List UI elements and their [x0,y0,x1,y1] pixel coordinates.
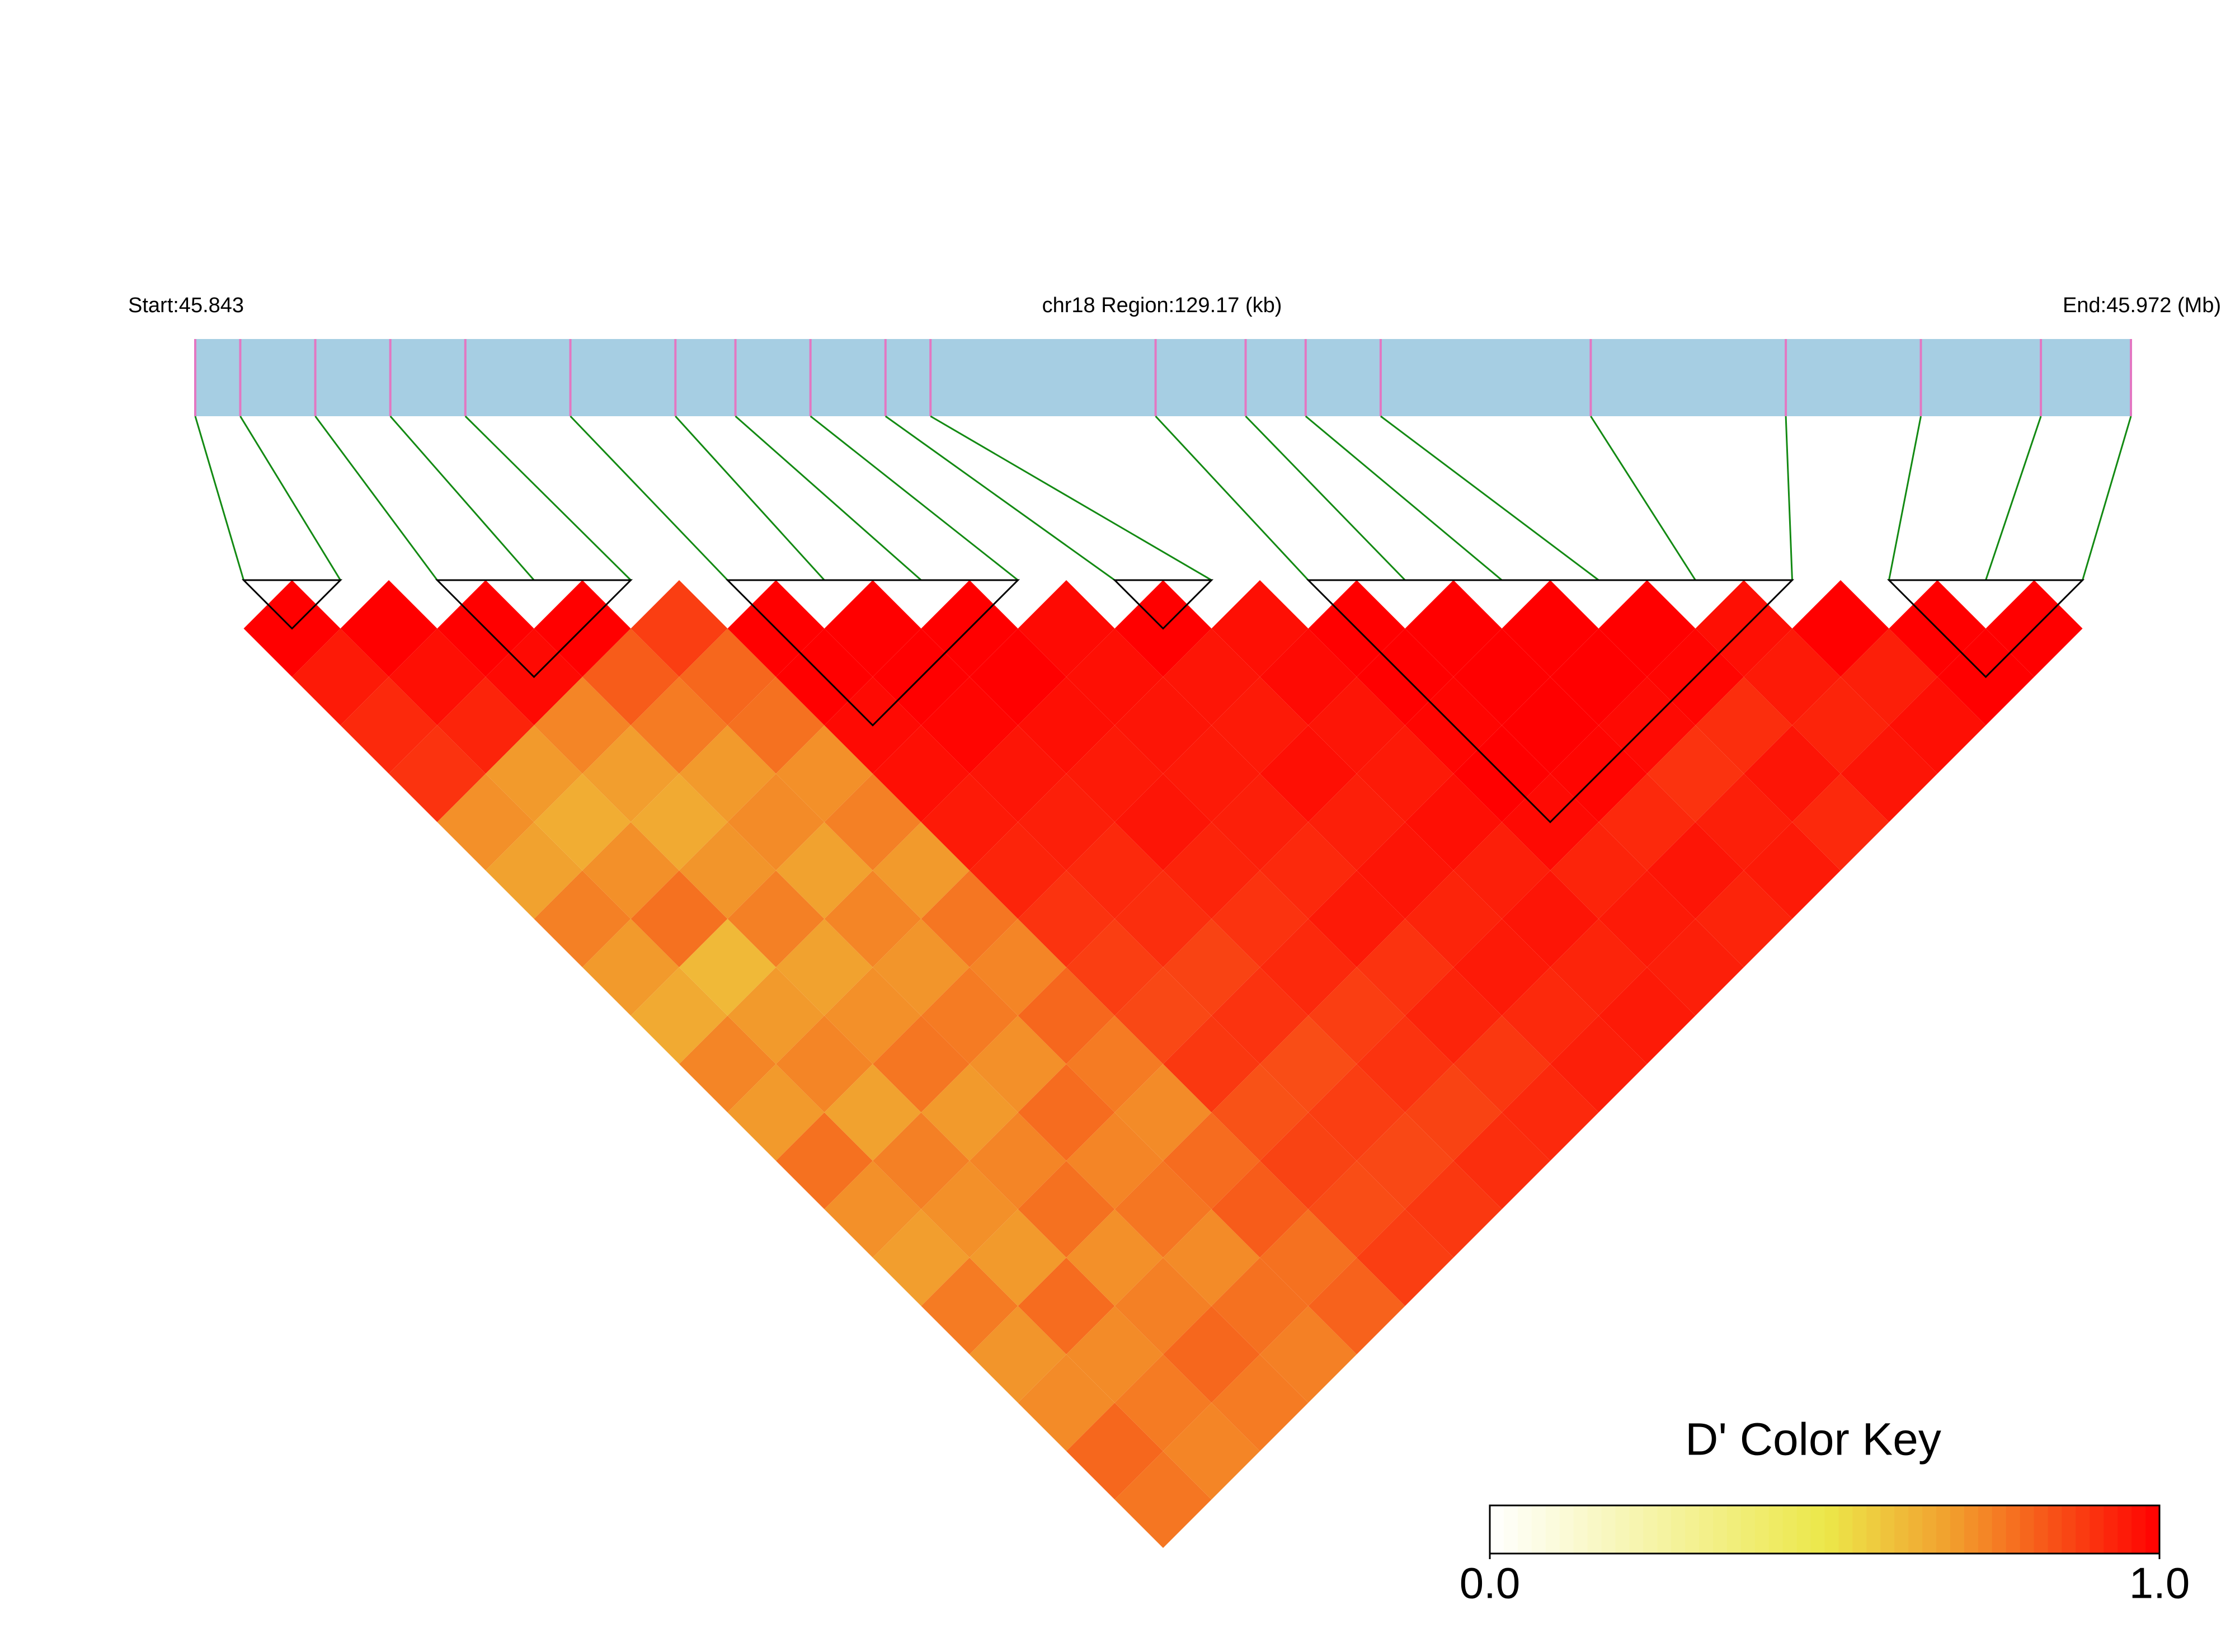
color-key-step [2034,1505,2049,1554]
color-key-step [1796,1505,1811,1554]
color-key-step [1992,1505,2007,1554]
snp-link [675,415,825,581]
end-label: End:45.972 (Mb) [2063,294,2221,317]
color-key-step [1699,1505,1714,1554]
color-key-step [1503,1505,1518,1554]
color-key-step [1685,1505,1700,1554]
snp-link [2082,416,2132,581]
snp-link [1305,415,1503,581]
start-label: Start:45.843 [128,294,244,317]
color-key-step [2020,1505,2035,1554]
snp-link [314,416,438,581]
color-key-step [1950,1505,1965,1554]
color-key-step [1922,1505,1937,1554]
color-key-step [1838,1505,1853,1554]
color-key-step [2090,1505,2105,1554]
snp-link [1985,416,2042,581]
color-key-step [1754,1505,1770,1554]
color-key-step [1713,1505,1728,1554]
ld-block-outline [241,579,343,630]
color-key-step [2062,1505,2077,1554]
region-label: chr18 Region:129.17 (kb) [1042,294,1282,317]
color-key-tick-label: 0.0 [1460,1559,1520,1608]
color-key-step [2145,1505,2160,1554]
snp-link [1785,416,1793,581]
snp-link [1888,416,1922,581]
color-key-step [2048,1505,2063,1554]
color-key-step [2006,1505,2021,1554]
color-key-step [1810,1505,1825,1554]
snp-link [930,415,1212,581]
color-key-step [1531,1505,1546,1554]
color-key-step [2118,1505,2132,1554]
ld-block-outline [1886,579,2085,679]
color-key-step [2076,1505,2091,1554]
color-key-step [1908,1505,1923,1554]
color-key-step [1643,1505,1658,1554]
color-key-step [2132,1505,2146,1554]
ld-block-outline [435,579,633,679]
snp-link [810,415,1019,581]
snp-link [1380,415,1599,581]
color-key-step [1545,1505,1560,1554]
color-key-step [1768,1505,1784,1554]
snp-link [1155,415,1309,581]
color-key-step [1517,1505,1532,1554]
color-key-step [1824,1505,1839,1554]
color-key-frame [1489,1504,2161,1555]
color-key-step [1601,1505,1616,1554]
color-key-step [1978,1505,1993,1554]
color-key-step [1740,1505,1756,1554]
ld-block-outline [1306,579,1795,823]
color-key-step [1629,1505,1644,1554]
snp-link [389,416,535,581]
ld-block-outline [1112,579,1214,630]
snp-link [570,415,728,581]
color-key-title: D' Color Key [1685,1414,1941,1465]
color-key-tick-label: 1.0 [2129,1559,2190,1608]
color-key-step [1490,1505,1504,1554]
snp-link [1245,415,1406,581]
snp-link [239,416,341,581]
color-key-step [1866,1505,1881,1554]
snp-link [735,415,922,581]
ld-block-outline [725,579,1020,727]
snp-link [194,416,244,581]
color-key-step [1852,1505,1867,1554]
color-key-step [1671,1505,1686,1554]
color-key-step [1936,1505,1951,1554]
position-bar [195,339,2131,416]
color-key-step [1894,1505,1909,1554]
color-key-step [1726,1505,1742,1554]
snp-link [464,415,632,581]
color-key-step [1782,1505,1798,1554]
color-key-step [1587,1505,1602,1554]
color-key-step [1559,1505,1574,1554]
snp-link [1590,416,1696,581]
color-key-step [1615,1505,1630,1554]
color-key-step [1657,1505,1672,1554]
color-key-step [2104,1505,2118,1554]
color-key-step [1880,1505,1895,1554]
snp-link [884,415,1116,581]
color-key-step [1573,1505,1588,1554]
color-key-step [1964,1505,1979,1554]
